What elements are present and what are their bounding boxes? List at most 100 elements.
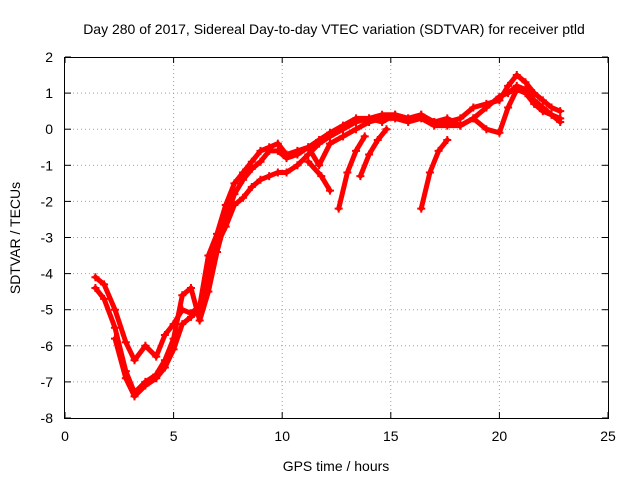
data-point <box>317 172 326 181</box>
data-point <box>325 132 334 141</box>
data-point <box>304 150 313 159</box>
series-spike-1 <box>304 157 334 195</box>
series-spike-4 <box>417 136 452 213</box>
grid-lines <box>65 57 608 418</box>
data-point <box>538 96 547 105</box>
series-line <box>357 126 389 179</box>
data-point <box>256 175 265 184</box>
series-spike-2 <box>334 132 369 213</box>
series-layer <box>91 71 565 401</box>
data-point <box>425 168 434 177</box>
data-point <box>430 117 439 126</box>
y-tick-label: -4 <box>41 266 54 282</box>
data-point <box>100 280 109 289</box>
data-point <box>91 273 100 282</box>
data-point <box>512 71 521 80</box>
x-tick-label: 25 <box>600 428 616 444</box>
data-point <box>352 125 361 134</box>
data-point <box>230 201 239 210</box>
data-point <box>169 345 178 354</box>
data-point <box>456 121 465 130</box>
x-axis-label: GPS time / hours <box>283 458 390 474</box>
data-point <box>547 110 556 119</box>
data-point <box>130 392 139 401</box>
data-point <box>495 128 504 137</box>
data-point <box>391 110 400 119</box>
data-point <box>91 284 100 293</box>
data-point <box>247 157 256 166</box>
x-tick-label: 0 <box>61 428 69 444</box>
data-point <box>160 363 169 372</box>
data-point <box>273 139 282 148</box>
data-point <box>152 352 161 361</box>
series-track-1 <box>91 71 565 365</box>
data-point <box>100 294 109 303</box>
data-point <box>293 150 302 159</box>
data-point <box>521 78 530 87</box>
y-axis-label: SDTVAR / TECUs <box>7 182 23 294</box>
data-point <box>352 117 361 126</box>
data-point <box>247 164 256 173</box>
y-tick-label: -5 <box>41 302 54 318</box>
data-point <box>304 157 313 166</box>
data-point <box>282 154 291 163</box>
data-point <box>315 161 324 170</box>
data-point <box>547 103 556 112</box>
data-point <box>339 132 348 141</box>
data-point <box>304 143 313 152</box>
data-point <box>256 146 265 155</box>
data-point <box>504 81 513 90</box>
y-tick-label: -8 <box>41 410 54 426</box>
series-line <box>92 87 563 396</box>
data-point <box>315 139 324 148</box>
chart-title: Day 280 of 2017, Sidereal Day-to-day VTE… <box>83 21 585 37</box>
data-point <box>110 323 119 332</box>
data-point <box>482 103 491 112</box>
data-point <box>521 85 530 94</box>
y-tick-label: 2 <box>45 49 53 65</box>
data-point <box>110 334 119 343</box>
series-line <box>92 72 563 363</box>
data-point <box>373 136 382 145</box>
data-point <box>352 146 361 155</box>
data-point <box>495 92 504 101</box>
data-point <box>417 204 426 213</box>
data-point <box>382 125 391 134</box>
data-point <box>265 146 274 155</box>
data-point <box>178 291 187 300</box>
data-point <box>404 114 413 123</box>
data-point <box>365 114 374 123</box>
y-tick-label: -1 <box>41 157 54 173</box>
series-line <box>418 137 450 212</box>
x-tick-label: 5 <box>170 428 178 444</box>
data-point <box>130 356 139 365</box>
series-line <box>336 133 368 212</box>
data-point <box>141 341 150 350</box>
data-point <box>443 136 452 145</box>
data-point <box>334 204 343 213</box>
data-point <box>121 338 130 347</box>
data-point <box>378 117 387 126</box>
data-point <box>456 114 465 123</box>
y-tick-label: -3 <box>41 230 54 246</box>
data-point <box>141 381 150 390</box>
data-point <box>239 193 248 202</box>
data-point <box>195 316 204 325</box>
data-point <box>273 168 282 177</box>
y-tick-label: -7 <box>41 374 54 390</box>
data-point <box>213 240 222 249</box>
data-point <box>221 222 230 231</box>
data-point <box>110 305 119 314</box>
data-point <box>417 110 426 119</box>
data-point <box>204 265 213 274</box>
data-point <box>293 161 302 170</box>
data-point <box>343 168 352 177</box>
data-point <box>482 125 491 134</box>
data-point <box>186 312 195 321</box>
data-point <box>152 374 161 383</box>
data-point <box>247 182 256 191</box>
data-point <box>469 114 478 123</box>
y-tick-label: -2 <box>41 193 54 209</box>
plot-frame <box>64 57 609 419</box>
y-tick-label: 1 <box>45 85 53 101</box>
